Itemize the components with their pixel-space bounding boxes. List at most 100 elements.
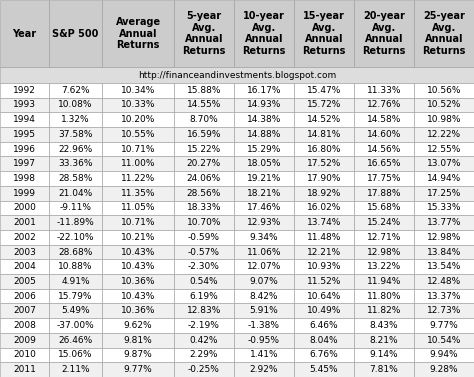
Bar xyxy=(0,83,49,98)
Text: 5-year
Avg.
Annual
Returns: 5-year Avg. Annual Returns xyxy=(182,11,226,56)
Bar xyxy=(174,303,234,318)
Text: 19.21%: 19.21% xyxy=(247,174,281,183)
Bar xyxy=(294,112,354,127)
Bar xyxy=(174,215,234,230)
Text: 15.68%: 15.68% xyxy=(367,204,401,212)
Text: 15.88%: 15.88% xyxy=(187,86,221,95)
Text: 33.36%: 33.36% xyxy=(58,159,93,168)
Text: 24.06%: 24.06% xyxy=(187,174,221,183)
Bar xyxy=(174,98,234,112)
Bar xyxy=(414,156,474,171)
Bar xyxy=(102,142,174,156)
Text: 18.92%: 18.92% xyxy=(307,189,341,198)
Bar xyxy=(174,127,234,142)
Bar xyxy=(102,245,174,259)
Bar xyxy=(234,303,294,318)
Bar xyxy=(174,142,234,156)
Text: 6.76%: 6.76% xyxy=(310,351,338,359)
Text: 11.94%: 11.94% xyxy=(367,277,401,286)
Text: 14.60%: 14.60% xyxy=(367,130,401,139)
Bar xyxy=(102,289,174,303)
Bar xyxy=(102,230,174,245)
Bar xyxy=(102,333,174,348)
Bar xyxy=(174,171,234,186)
Bar xyxy=(234,215,294,230)
Bar xyxy=(414,215,474,230)
Bar xyxy=(174,156,234,171)
Bar xyxy=(354,245,414,259)
Text: 9.62%: 9.62% xyxy=(124,321,153,330)
Bar xyxy=(49,142,102,156)
Text: 11.06%: 11.06% xyxy=(246,248,281,256)
Text: 9.28%: 9.28% xyxy=(429,365,458,374)
Bar xyxy=(0,186,49,201)
Text: 2008: 2008 xyxy=(13,321,36,330)
Bar xyxy=(294,289,354,303)
Text: 10.54%: 10.54% xyxy=(427,336,461,345)
Bar xyxy=(0,0,49,67)
Bar xyxy=(354,303,414,318)
Bar xyxy=(414,83,474,98)
Text: -1.38%: -1.38% xyxy=(248,321,280,330)
Text: 9.81%: 9.81% xyxy=(124,336,153,345)
Text: 28.56%: 28.56% xyxy=(187,189,221,198)
Text: 9.77%: 9.77% xyxy=(124,365,153,374)
Text: 2002: 2002 xyxy=(13,233,36,242)
Bar xyxy=(49,348,102,362)
Text: 1995: 1995 xyxy=(13,130,36,139)
Bar xyxy=(234,318,294,333)
Text: 20.27%: 20.27% xyxy=(187,159,221,168)
Bar xyxy=(414,201,474,215)
Text: -0.57%: -0.57% xyxy=(188,248,220,256)
Bar xyxy=(294,303,354,318)
Bar xyxy=(49,303,102,318)
Bar xyxy=(0,201,49,215)
Text: 9.77%: 9.77% xyxy=(429,321,458,330)
Bar xyxy=(0,362,49,377)
Text: 16.17%: 16.17% xyxy=(246,86,281,95)
Text: 14.52%: 14.52% xyxy=(307,115,341,124)
Bar xyxy=(414,362,474,377)
Text: 28.68%: 28.68% xyxy=(58,248,93,256)
Bar xyxy=(0,333,49,348)
Text: 10.34%: 10.34% xyxy=(121,86,155,95)
Bar xyxy=(0,215,49,230)
Bar xyxy=(354,333,414,348)
Text: 15.72%: 15.72% xyxy=(307,101,341,109)
Bar xyxy=(0,67,474,83)
Bar xyxy=(102,215,174,230)
Text: 10.21%: 10.21% xyxy=(121,233,155,242)
Bar xyxy=(354,171,414,186)
Text: 16.02%: 16.02% xyxy=(307,204,341,212)
Bar xyxy=(0,171,49,186)
Bar xyxy=(294,171,354,186)
Bar xyxy=(0,348,49,362)
Bar xyxy=(49,274,102,289)
Text: 12.71%: 12.71% xyxy=(367,233,401,242)
Bar xyxy=(294,230,354,245)
Bar xyxy=(234,186,294,201)
Text: 14.55%: 14.55% xyxy=(187,101,221,109)
Bar xyxy=(49,98,102,112)
Text: http://financeandinvestments.blogspot.com: http://financeandinvestments.blogspot.co… xyxy=(138,70,336,80)
Bar xyxy=(102,98,174,112)
Bar xyxy=(174,112,234,127)
Bar xyxy=(294,274,354,289)
Bar xyxy=(0,230,49,245)
Text: 14.93%: 14.93% xyxy=(247,101,281,109)
Text: 18.05%: 18.05% xyxy=(246,159,281,168)
Bar xyxy=(414,98,474,112)
Bar xyxy=(234,112,294,127)
Text: 12.22%: 12.22% xyxy=(427,130,461,139)
Text: 13.84%: 13.84% xyxy=(427,248,461,256)
Text: 12.98%: 12.98% xyxy=(427,233,461,242)
Text: 10.64%: 10.64% xyxy=(307,292,341,300)
Text: 14.38%: 14.38% xyxy=(247,115,281,124)
Bar xyxy=(414,0,474,67)
Bar xyxy=(294,98,354,112)
Text: 16.80%: 16.80% xyxy=(307,145,341,153)
Bar xyxy=(174,186,234,201)
Bar xyxy=(234,171,294,186)
Bar xyxy=(49,333,102,348)
Text: 14.94%: 14.94% xyxy=(427,174,461,183)
